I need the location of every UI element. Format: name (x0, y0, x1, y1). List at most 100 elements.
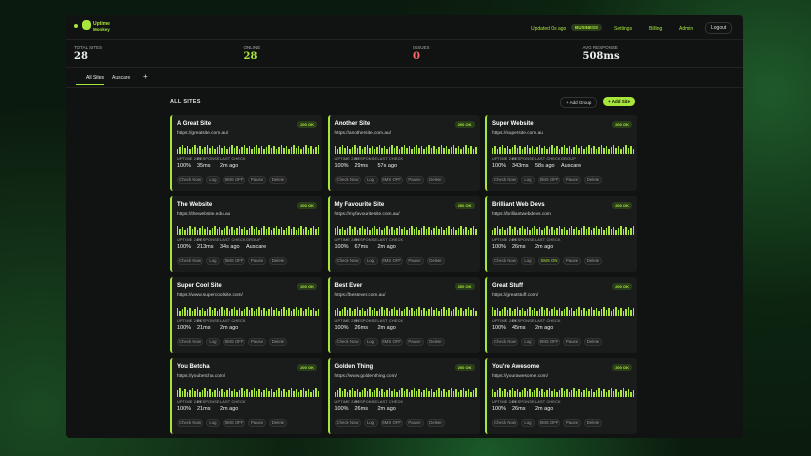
sms-toggle-button[interactable]: SMS OFF (223, 176, 245, 184)
pause-button[interactable]: Pause (405, 419, 424, 427)
spark-bar (290, 146, 293, 154)
pause-button[interactable]: Pause (248, 257, 266, 265)
delete-button[interactable]: Delete (426, 257, 445, 265)
delete-button[interactable]: Delete (269, 257, 287, 265)
spark-bar (472, 389, 475, 397)
spark-bar (336, 225, 339, 235)
check-now-button[interactable]: Check Now (334, 176, 361, 184)
sms-toggle-button[interactable]: SMS OFF (380, 338, 403, 346)
log-button[interactable]: Log (206, 257, 220, 265)
log-button[interactable]: Log (363, 419, 378, 427)
spark-bar (226, 389, 228, 397)
add-group[interactable]: + Add Group (560, 97, 598, 108)
check-now-button[interactable]: Check Now (492, 419, 518, 427)
nav-logout[interactable]: Logout (705, 22, 733, 34)
spark-bar (603, 147, 605, 154)
pause-button[interactable]: Pause (248, 176, 266, 184)
delete-button[interactable]: Delete (584, 257, 602, 265)
log-button[interactable]: Log (521, 338, 535, 346)
delete-button[interactable]: Delete (426, 338, 445, 346)
check-now-button[interactable]: Check Now (177, 176, 203, 184)
spark-bar (630, 391, 632, 397)
site-card[interactable]: You're Awesome 200 OK https://yourawesome.… (485, 358, 637, 434)
sms-toggle-button[interactable]: SMS OFF (380, 257, 403, 265)
delete-button[interactable]: Delete (426, 176, 445, 184)
spark-bar (300, 225, 302, 235)
site-card[interactable]: Best Ever 200 OK https://bestever.com.au/U… (327, 277, 480, 353)
delete-button[interactable]: Delete (584, 419, 602, 427)
pause-button[interactable]: Pause (405, 176, 424, 184)
log-button[interactable]: Log (521, 176, 535, 184)
site-card[interactable]: Super Website 200 OK https://supersite.com… (485, 115, 637, 191)
site-card[interactable]: Great Stuff 200 OK https://greatstuff.com/… (485, 277, 637, 353)
spark-bar (563, 308, 566, 316)
log-button[interactable]: Log (206, 419, 220, 427)
nav-settings[interactable]: Settings (614, 26, 633, 32)
spark-bar (305, 390, 307, 397)
spark-bar (448, 225, 450, 235)
check-now-button[interactable]: Check Now (492, 338, 518, 346)
sms-toggle-button[interactable]: SMS OFF (223, 419, 245, 427)
log-button[interactable]: Log (521, 257, 535, 265)
pause-button[interactable]: Pause (563, 338, 581, 346)
check-now-button[interactable]: Check Now (177, 419, 203, 427)
check-now-button[interactable]: Check Now (334, 419, 361, 427)
check-now-button[interactable]: Check Now (492, 257, 518, 265)
delete-button[interactable]: Delete (584, 338, 602, 346)
site-card[interactable]: Brilliant Web Devs 200 OK https://brillian… (485, 196, 637, 272)
check-now-button[interactable]: Check Now (492, 176, 518, 184)
spark-bar (364, 387, 366, 397)
spark-bar (620, 307, 622, 316)
pause-button[interactable]: Pause (405, 338, 424, 346)
check-now-button[interactable]: Check Now (177, 257, 203, 265)
spark-bar (408, 227, 411, 235)
tab-auscare[interactable]: Auscare (112, 75, 131, 81)
site-card[interactable]: Super Cool Site 200 OK https://www.superco… (170, 277, 322, 353)
pause-button[interactable]: Pause (563, 176, 581, 184)
log-button[interactable]: Log (206, 338, 220, 346)
spark-bar (428, 144, 430, 154)
spark-bar (401, 146, 403, 154)
check-now-button[interactable]: Check Now (177, 338, 203, 346)
check-now-button[interactable]: Check Now (334, 257, 361, 265)
pause-button[interactable]: Pause (405, 257, 424, 265)
tab-add[interactable]: + (143, 72, 148, 81)
delete-button[interactable]: Delete (269, 419, 287, 427)
spark-bar (514, 308, 516, 316)
sms-toggle-button[interactable]: SMS ON (538, 257, 560, 265)
log-button[interactable]: Log (363, 338, 378, 346)
tab-all[interactable]: All Sites (86, 75, 105, 81)
sms-toggle-button[interactable]: SMS OFF (538, 419, 560, 427)
pause-button[interactable]: Pause (248, 338, 266, 346)
sms-toggle-button[interactable]: SMS OFF (380, 419, 403, 427)
pause-button[interactable]: Pause (563, 257, 581, 265)
sms-toggle-button[interactable]: SMS OFF (538, 176, 560, 184)
site-card[interactable]: Golden Thing 200 OK https://www.goldenthin… (327, 358, 480, 434)
log-button[interactable]: Log (521, 419, 535, 427)
delete-button[interactable]: Delete (426, 419, 445, 427)
spark-bar (297, 391, 300, 397)
sms-toggle-button[interactable]: SMS OFF (223, 338, 245, 346)
log-button[interactable]: Log (363, 176, 378, 184)
nav-admin[interactable]: Admin (679, 26, 694, 32)
pause-button[interactable]: Pause (248, 419, 266, 427)
sms-toggle-button[interactable]: SMS OFF (380, 176, 403, 184)
nav-billing[interactable]: Billing (649, 26, 663, 32)
sms-toggle-button[interactable]: SMS OFF (223, 257, 245, 265)
spark-bar (418, 306, 420, 316)
log-button[interactable]: Log (206, 176, 220, 184)
pause-button[interactable]: Pause (563, 419, 581, 427)
site-card[interactable]: Another Site 200 OK https://anothersite.co… (327, 115, 480, 191)
sms-toggle-button[interactable]: SMS OFF (538, 338, 560, 346)
spark-bar (199, 145, 201, 154)
delete-button[interactable]: Delete (269, 338, 287, 346)
site-card[interactable]: A Great Site 200 OK https://greatsite.com.… (170, 115, 322, 191)
delete-button[interactable]: Delete (269, 176, 287, 184)
site-card[interactable]: You Betcha 200 OK https://youbetcha.com/UP… (170, 358, 322, 434)
log-button[interactable]: Log (363, 257, 378, 265)
site-card[interactable]: My Favourite Site 200 OK https://myfavouri… (327, 196, 480, 272)
site-card[interactable]: The Website 200 OK https://thewebsite.edu.… (170, 196, 322, 272)
delete-button[interactable]: Delete (584, 176, 602, 184)
add-site[interactable]: + Add Site (603, 97, 635, 106)
check-now-button[interactable]: Check Now (334, 338, 361, 346)
